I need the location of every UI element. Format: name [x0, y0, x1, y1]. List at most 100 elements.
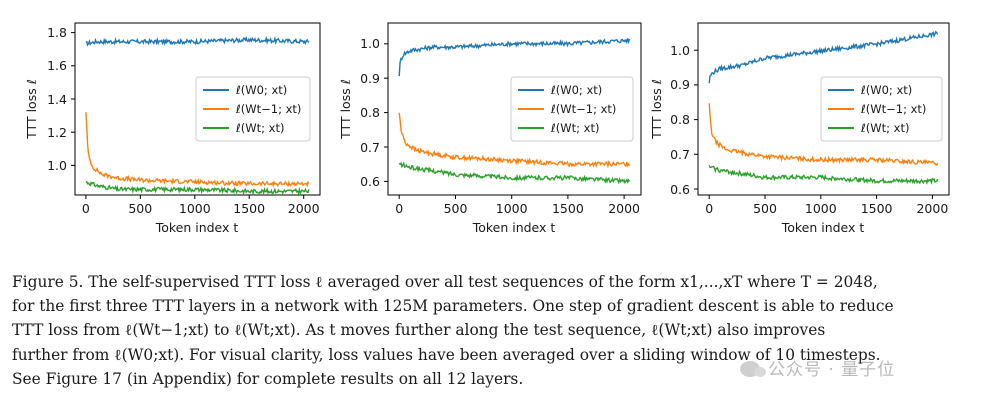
watermark: 公众号 · 量子位 [740, 355, 895, 380]
legend-label-wt-1: ℓ(Wt−1; xt) [860, 102, 926, 116]
legend-label-wt-1: ℓ(Wt−1; xt) [235, 102, 301, 116]
y-tick-label: 1.6 [47, 58, 67, 73]
x-tick: 500 [753, 195, 777, 216]
wechat-logo-icon [740, 361, 766, 377]
legend-label-w0: ℓ(W0; xt) [550, 83, 602, 97]
series-line-wt-1 [85, 112, 310, 188]
y-tick-label: 0.7 [670, 147, 690, 162]
y-tick: 0.9 [360, 71, 388, 86]
x-tick: 1500 [233, 195, 265, 216]
y-tick: 0.6 [670, 182, 698, 197]
x-tick-label: 1000 [805, 201, 837, 216]
y-tick: 0.7 [670, 147, 698, 162]
x-tick: 1500 [861, 195, 893, 216]
y-tick-label: 0.8 [670, 112, 690, 127]
x-tick-label: 500 [753, 201, 777, 216]
x-tick-label: 1500 [233, 201, 265, 216]
y-tick: 1.2 [47, 125, 75, 140]
figure-caption: Figure 5. The self-supervised TTT loss ℓ… [12, 270, 972, 391]
y-tick: 0.8 [360, 105, 388, 120]
x-tick-label: 2000 [608, 201, 640, 216]
y-tick-label: 0.7 [360, 140, 380, 155]
legend-label-wt: ℓ(Wt; xt) [550, 121, 599, 135]
legend-label-w0: ℓ(W0; xt) [235, 83, 287, 97]
x-tick-label: 1000 [179, 201, 211, 216]
x-axis-label: Token index t [472, 220, 556, 235]
x-tick: 2000 [916, 195, 948, 216]
y-tick-label: 1.2 [47, 125, 67, 140]
x-tick-label: 1500 [552, 201, 584, 216]
caption-line: further from ℓ(W0;xt). For visual clarit… [12, 345, 881, 364]
y-tick-label: 1.0 [670, 43, 690, 58]
x-tick: 1000 [179, 195, 211, 216]
x-tick: 0 [705, 195, 713, 216]
y-tick: 1.6 [47, 58, 75, 73]
caption-line: TTT loss from ℓ(Wt−1;xt) to ℓ(Wt;xt). As… [12, 321, 826, 340]
x-tick-label: 1500 [861, 201, 893, 216]
caption-line: See Figure 17 (in Appendix) for complete… [12, 369, 524, 388]
y-tick: 1.0 [47, 158, 75, 173]
x-ticks: 0 500 1000 1500 2000 [82, 195, 320, 216]
legend: ℓ(W0; xt) ℓ(Wt−1; xt) ℓ(Wt; xt) [820, 76, 943, 142]
series-line-wt [708, 164, 939, 186]
axes-frame [387, 22, 642, 196]
y-axis-label: TTT loss ℓ [338, 79, 353, 140]
y-tick-label: 0.9 [670, 77, 690, 92]
legend-box [820, 76, 943, 142]
series-line-wt [85, 180, 310, 196]
legend: ℓ(W0; xt) ℓ(Wt−1; xt) ℓ(Wt; xt) [510, 76, 634, 142]
subplot-layer1: 1.0 1.2 1.4 1.6 1.8 0 500 1000 1500 2000… [24, 22, 321, 235]
legend-label-wt: ℓ(Wt; xt) [860, 121, 909, 135]
legend-label-wt: ℓ(Wt; xt) [235, 121, 284, 135]
caption-line: Figure 5. The self-supervised TTT loss ℓ… [12, 273, 878, 291]
x-tick-label: 1000 [496, 201, 528, 216]
x-tick: 500 [444, 195, 468, 216]
x-tick: 2000 [288, 195, 320, 216]
y-tick: 1.4 [47, 92, 75, 107]
y-tick: 0.8 [670, 112, 698, 127]
y-tick: 0.6 [360, 174, 388, 189]
x-axis-label: Token index t [155, 220, 239, 235]
y-tick-label: 1.0 [360, 36, 380, 51]
y-tick-label: 0.6 [670, 182, 690, 197]
y-tick: 0.7 [360, 140, 388, 155]
y-tick: 1.8 [47, 25, 75, 40]
x-tick-label: 0 [82, 201, 90, 216]
legend-box [195, 76, 311, 142]
x-tick-label: 2000 [916, 201, 948, 216]
y-ticks: 0.6 0.7 0.8 0.9 1.0 [670, 43, 698, 197]
legend-box [510, 76, 634, 142]
series-line-wt [398, 161, 631, 185]
x-tick: 0 [82, 195, 90, 216]
x-tick: 500 [128, 195, 152, 216]
caption-line: for the first three TTT layers in a netw… [12, 297, 894, 316]
x-tick-label: 0 [705, 201, 713, 216]
y-axis-label: TTT loss ℓ [24, 79, 39, 140]
x-tick-label: 0 [395, 201, 403, 216]
y-tick: 1.0 [670, 43, 698, 58]
subplot-layer2: 0.6 0.7 0.8 0.9 1.0 0 500 1000 1500 2000… [338, 22, 642, 235]
y-ticks: 1.0 1.2 1.4 1.6 1.8 [47, 25, 75, 173]
axes-frame [74, 22, 321, 196]
legend: ℓ(W0; xt) ℓ(Wt−1; xt) ℓ(Wt; xt) [195, 76, 311, 142]
x-axis-label: Token index t [781, 220, 865, 235]
axes-frame [697, 22, 950, 196]
y-axis-label: TTT loss ℓ [649, 79, 664, 140]
y-ticks: 0.6 0.7 0.8 0.9 1.0 [360, 36, 388, 189]
y-tick-label: 0.6 [360, 174, 380, 189]
x-tick-label: 500 [128, 201, 152, 216]
subplot-layer3: 0.6 0.7 0.8 0.9 1.0 0 500 1000 1500 2000… [649, 22, 950, 235]
legend-label-w0: ℓ(W0; xt) [860, 83, 912, 97]
y-tick-label: 1.8 [47, 25, 67, 40]
x-tick: 1000 [496, 195, 528, 216]
series-line-w0 [85, 35, 310, 47]
y-tick-label: 1.0 [47, 158, 67, 173]
x-tick-label: 500 [444, 201, 468, 216]
y-tick: 1.0 [360, 36, 388, 51]
x-ticks: 0 500 1000 1500 2000 [705, 195, 948, 216]
watermark-text: 公众号 · 量子位 [768, 360, 896, 380]
x-tick: 2000 [608, 195, 640, 216]
series-line-wt-1 [398, 112, 631, 169]
x-tick: 1500 [552, 195, 584, 216]
series-line-w0 [398, 38, 631, 77]
